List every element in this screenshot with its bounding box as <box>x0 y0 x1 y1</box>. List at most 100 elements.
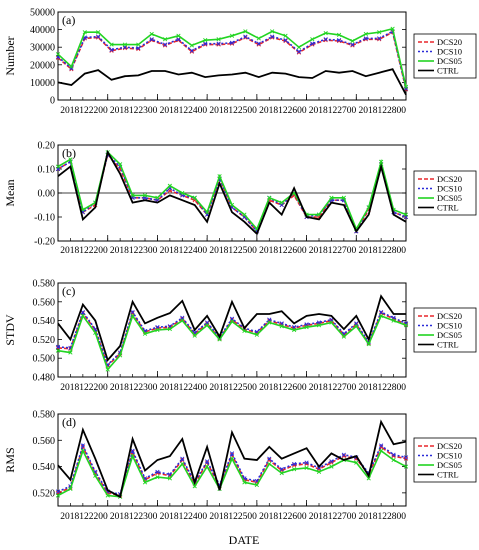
y-axis-label: Mean <box>3 179 17 206</box>
data-point-dcs05 <box>267 320 272 325</box>
data-point-dcs10 <box>279 467 284 472</box>
y-tick-label: 0.540 <box>33 462 56 473</box>
x-axis-label: DATE <box>229 533 260 547</box>
data-point-dcs05 <box>267 195 272 200</box>
legend-label-ctrl: CTRL <box>437 66 459 76</box>
data-point-dcs10 <box>130 448 135 453</box>
data-point-dcs10 <box>304 460 309 465</box>
data-point-dcs20 <box>176 38 181 43</box>
data-point-dcs05 <box>279 471 284 476</box>
data-point-dcs05 <box>118 353 123 358</box>
data-point-dcs05 <box>80 313 85 319</box>
data-point-dcs05 <box>176 33 181 38</box>
x-tick-label: 2018122600 <box>259 512 307 522</box>
data-point-dcs10 <box>149 37 154 42</box>
data-point-dcs05 <box>316 323 322 328</box>
data-point-dcs10 <box>403 455 409 460</box>
data-point-dcs10 <box>180 456 185 461</box>
data-point-dcs05 <box>296 45 302 50</box>
data-point-dcs05 <box>118 162 123 167</box>
data-point-dcs05 <box>354 460 359 465</box>
data-point-dcs05 <box>350 38 355 44</box>
data-point-dcs10 <box>403 86 409 91</box>
data-point-dcs05 <box>391 318 396 323</box>
data-point-dcs05 <box>155 474 160 480</box>
series-line-dcs10 <box>57 443 407 496</box>
y-tick-label: 0.540 <box>33 316 56 327</box>
data-point-dcs05 <box>403 84 409 89</box>
data-point-dcs05 <box>242 212 247 217</box>
y-tick-label: 50000 <box>30 8 55 19</box>
data-point-dcs05 <box>243 29 248 34</box>
data-point-dcs05 <box>390 26 395 31</box>
x-tick-label: 2018122600 <box>259 383 307 393</box>
data-point-dcs05 <box>136 42 141 47</box>
legend-label-dcs05: DCS05 <box>437 56 462 66</box>
data-point-dcs05 <box>130 453 135 459</box>
data-point-dcs05 <box>329 464 334 469</box>
data-point-dcs05 <box>122 42 128 47</box>
data-point-dcs05 <box>279 324 284 329</box>
data-point-dcs10 <box>379 310 384 315</box>
data-point-dcs05 <box>270 29 275 34</box>
data-point-dcs05 <box>292 467 297 472</box>
y-tick-label: -0.20 <box>34 237 55 248</box>
data-point-dcs05 <box>149 31 154 37</box>
x-tick-label: 2018122200 <box>60 106 108 116</box>
data-point-dcs05 <box>55 348 61 353</box>
data-point-dcs05 <box>105 367 110 372</box>
data-point-dcs05 <box>69 64 74 69</box>
data-point-dcs05 <box>68 486 73 492</box>
panel-label: (a) <box>62 13 75 27</box>
x-tick-label: 2018122500 <box>209 512 257 522</box>
y-axis-label: RMS <box>3 447 17 472</box>
data-point-dcs05 <box>68 350 73 355</box>
y-tick-label: 0.480 <box>33 373 56 384</box>
legend-label-ctrl: CTRL <box>437 340 459 350</box>
data-point-dcs05 <box>167 183 172 188</box>
data-point-dcs10 <box>292 461 297 467</box>
y-tick-label: 0.580 <box>33 410 56 421</box>
y-tick-label: 0.520 <box>33 488 56 499</box>
data-point-dcs05 <box>379 448 384 453</box>
x-tick-label: 2018122300 <box>110 512 158 522</box>
plot-frame <box>57 11 407 101</box>
data-point-dcs05 <box>192 333 197 338</box>
data-point-dcs05 <box>142 331 148 336</box>
data-point-dcs05 <box>105 493 110 498</box>
legend-label-dcs10: DCS10 <box>437 47 462 57</box>
data-point-dcs10 <box>391 452 396 457</box>
series-line-dcs05 <box>57 150 407 231</box>
legend-label-ctrl: CTRL <box>437 203 459 213</box>
x-tick-label: 2018122500 <box>209 383 257 393</box>
data-point-dcs05 <box>391 457 396 463</box>
data-point-dcs10 <box>80 443 85 448</box>
data-point-dcs10 <box>270 34 275 39</box>
data-point-dcs05 <box>254 482 259 488</box>
y-tick-label: 0.20 <box>38 141 56 152</box>
data-point-dcs05 <box>403 212 409 217</box>
data-point-dcs05 <box>354 324 359 329</box>
x-tick-label: 2018122400 <box>160 512 208 522</box>
series-line-ctrl <box>57 68 407 96</box>
data-point-dcs05 <box>229 319 235 324</box>
data-point-dcs10 <box>205 459 210 464</box>
y-tick-label: 0.560 <box>33 436 56 447</box>
x-tick-label: 2018122400 <box>160 106 208 116</box>
data-point-dcs10 <box>136 45 141 51</box>
data-point-dcs05 <box>167 326 172 332</box>
y-tick-label: 0.520 <box>33 335 56 346</box>
data-point-dcs05 <box>254 332 259 337</box>
data-point-dcs05 <box>256 36 261 41</box>
data-point-dcs05 <box>366 341 371 347</box>
data-point-dcs05 <box>205 210 210 215</box>
data-point-dcs05 <box>162 37 168 42</box>
panel-d: 0.520 0.540 0.560 0.580 2018122200 2018122300… <box>3 410 477 522</box>
data-point-dcs05 <box>336 32 342 37</box>
data-point-dcs10 <box>55 489 61 494</box>
data-point-dcs05 <box>242 328 247 334</box>
data-point-dcs10 <box>323 37 328 42</box>
data-point-dcs05 <box>155 195 160 200</box>
